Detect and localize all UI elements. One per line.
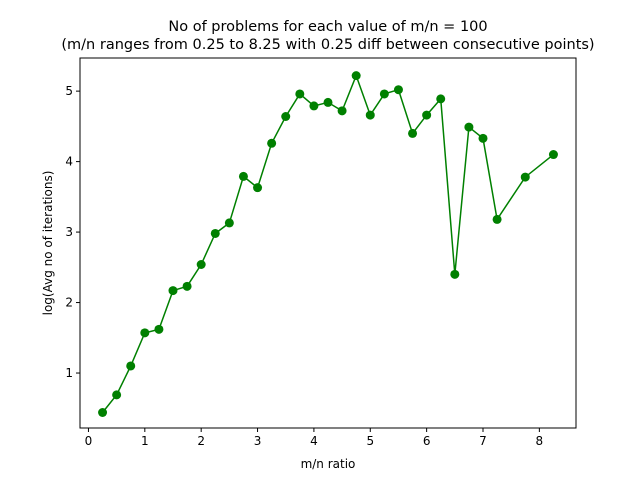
data-point (323, 97, 333, 107)
data-point (210, 228, 220, 238)
x-tick-label: 7 (479, 434, 487, 448)
y-tick-label: 5 (65, 84, 73, 98)
data-point (182, 281, 192, 291)
y-tick-label: 4 (65, 155, 73, 169)
x-tick-label: 4 (310, 434, 318, 448)
x-tick-label: 2 (197, 434, 205, 448)
y-tick-label: 3 (65, 225, 73, 239)
data-point (365, 110, 375, 120)
data-point (196, 260, 206, 269)
data-point (337, 106, 347, 116)
axis-ticks: 0 1 2 3 4 5 6 7 8 1 2 3 4 5 (65, 84, 543, 448)
data-point (238, 171, 248, 181)
data-point (548, 150, 558, 160)
x-tick-label: 5 (366, 434, 374, 448)
data-point (520, 172, 530, 182)
plot-area (98, 71, 558, 417)
y-axis-label: log(Avg no of iterations) (41, 171, 55, 316)
data-point (295, 89, 305, 99)
y-tick-label: 1 (65, 366, 73, 380)
data-point (492, 214, 502, 224)
data-point (422, 110, 432, 120)
data-point (393, 85, 403, 95)
data-point (436, 94, 446, 104)
data-point (408, 128, 418, 138)
x-axis-label: m/n ratio (301, 457, 356, 471)
axes-frame (79, 57, 577, 429)
data-point (126, 361, 136, 371)
x-tick-label: 6 (423, 434, 431, 448)
data-point (267, 138, 277, 148)
data-point (450, 269, 460, 279)
data-point (281, 112, 291, 121)
data-point (154, 324, 164, 334)
chart-title: No of problems for each value of m/n = 1… (168, 19, 487, 35)
x-tick-label: 8 (536, 434, 544, 448)
data-point (464, 122, 474, 132)
chart-subtitle: (m/n ranges from 0.25 to 8.25 with 0.25 … (61, 37, 594, 53)
data-point (98, 408, 108, 417)
data-point (351, 71, 361, 81)
x-tick-label: 0 (85, 434, 93, 448)
series-line (101, 73, 554, 413)
data-point (224, 218, 234, 228)
data-point (112, 390, 122, 400)
data-point (309, 101, 319, 111)
x-tick-label: 3 (254, 434, 262, 448)
data-point (253, 183, 263, 193)
data-point (478, 133, 488, 143)
x-tick-label: 1 (141, 434, 149, 448)
data-point (140, 328, 150, 338)
data-point (168, 286, 178, 296)
data-point (379, 89, 389, 99)
y-tick-label: 2 (65, 296, 73, 310)
